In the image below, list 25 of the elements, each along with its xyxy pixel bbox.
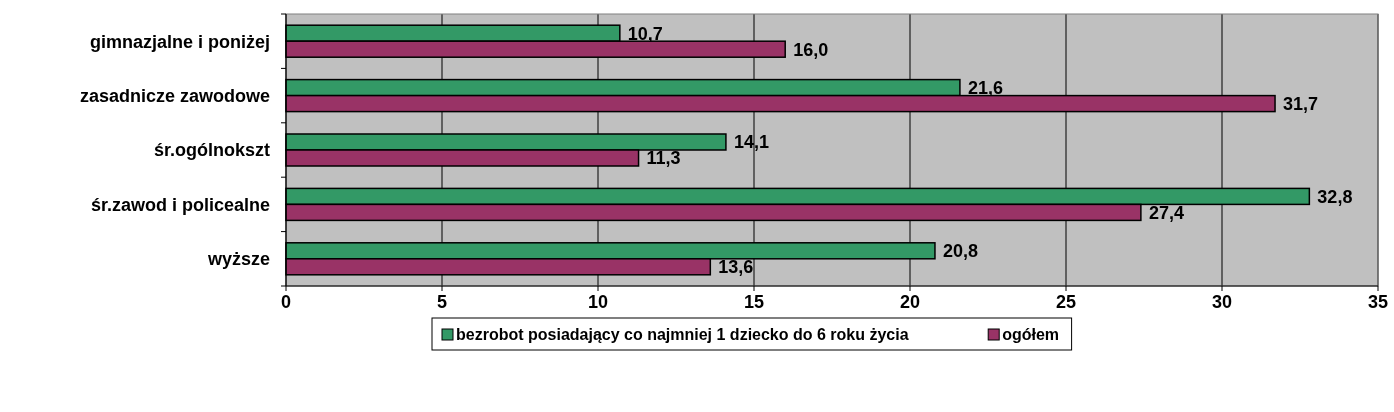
x-tick-label: 5 — [436, 292, 448, 312]
data-label: 16,0 — [793, 39, 829, 60]
data-label: 13,6 — [718, 257, 754, 278]
x-tick-label: 30 — [1211, 292, 1233, 312]
x-tick-label: 0 — [280, 292, 292, 312]
x-tick-label: 25 — [1055, 292, 1077, 312]
data-label: 27,4 — [1148, 202, 1184, 223]
legend-label: bezrobot posiadający co najmniej 1 dziecko do 6 roku życia — [456, 325, 909, 343]
data-label: 31,7 — [1283, 93, 1319, 114]
y-tick-label: gimnazjalne i poniżej — [89, 31, 270, 52]
data-label: 20,8 — [942, 241, 979, 262]
y-tick-label: śr.zawod i policealne — [90, 194, 270, 215]
x-tick-label: 35 — [1367, 292, 1389, 312]
data-label: 21,6 — [967, 77, 1003, 98]
x-tick-label: 20 — [899, 292, 921, 312]
data-label: 14,1 — [733, 132, 769, 153]
x-tick-label: 15 — [743, 292, 765, 312]
data-label: 32,8 — [1317, 186, 1353, 207]
data-label: 11,3 — [646, 148, 681, 169]
data-label: 10,7 — [627, 23, 663, 44]
x-tick-label: 10 — [587, 292, 609, 312]
y-tick-label: wyższe — [206, 249, 270, 270]
y-tick-label: śr.ogólnokszt — [153, 140, 271, 161]
legend-label: ogółem — [1002, 325, 1060, 343]
y-tick-label: zasadnicze zawodowe — [79, 85, 270, 106]
